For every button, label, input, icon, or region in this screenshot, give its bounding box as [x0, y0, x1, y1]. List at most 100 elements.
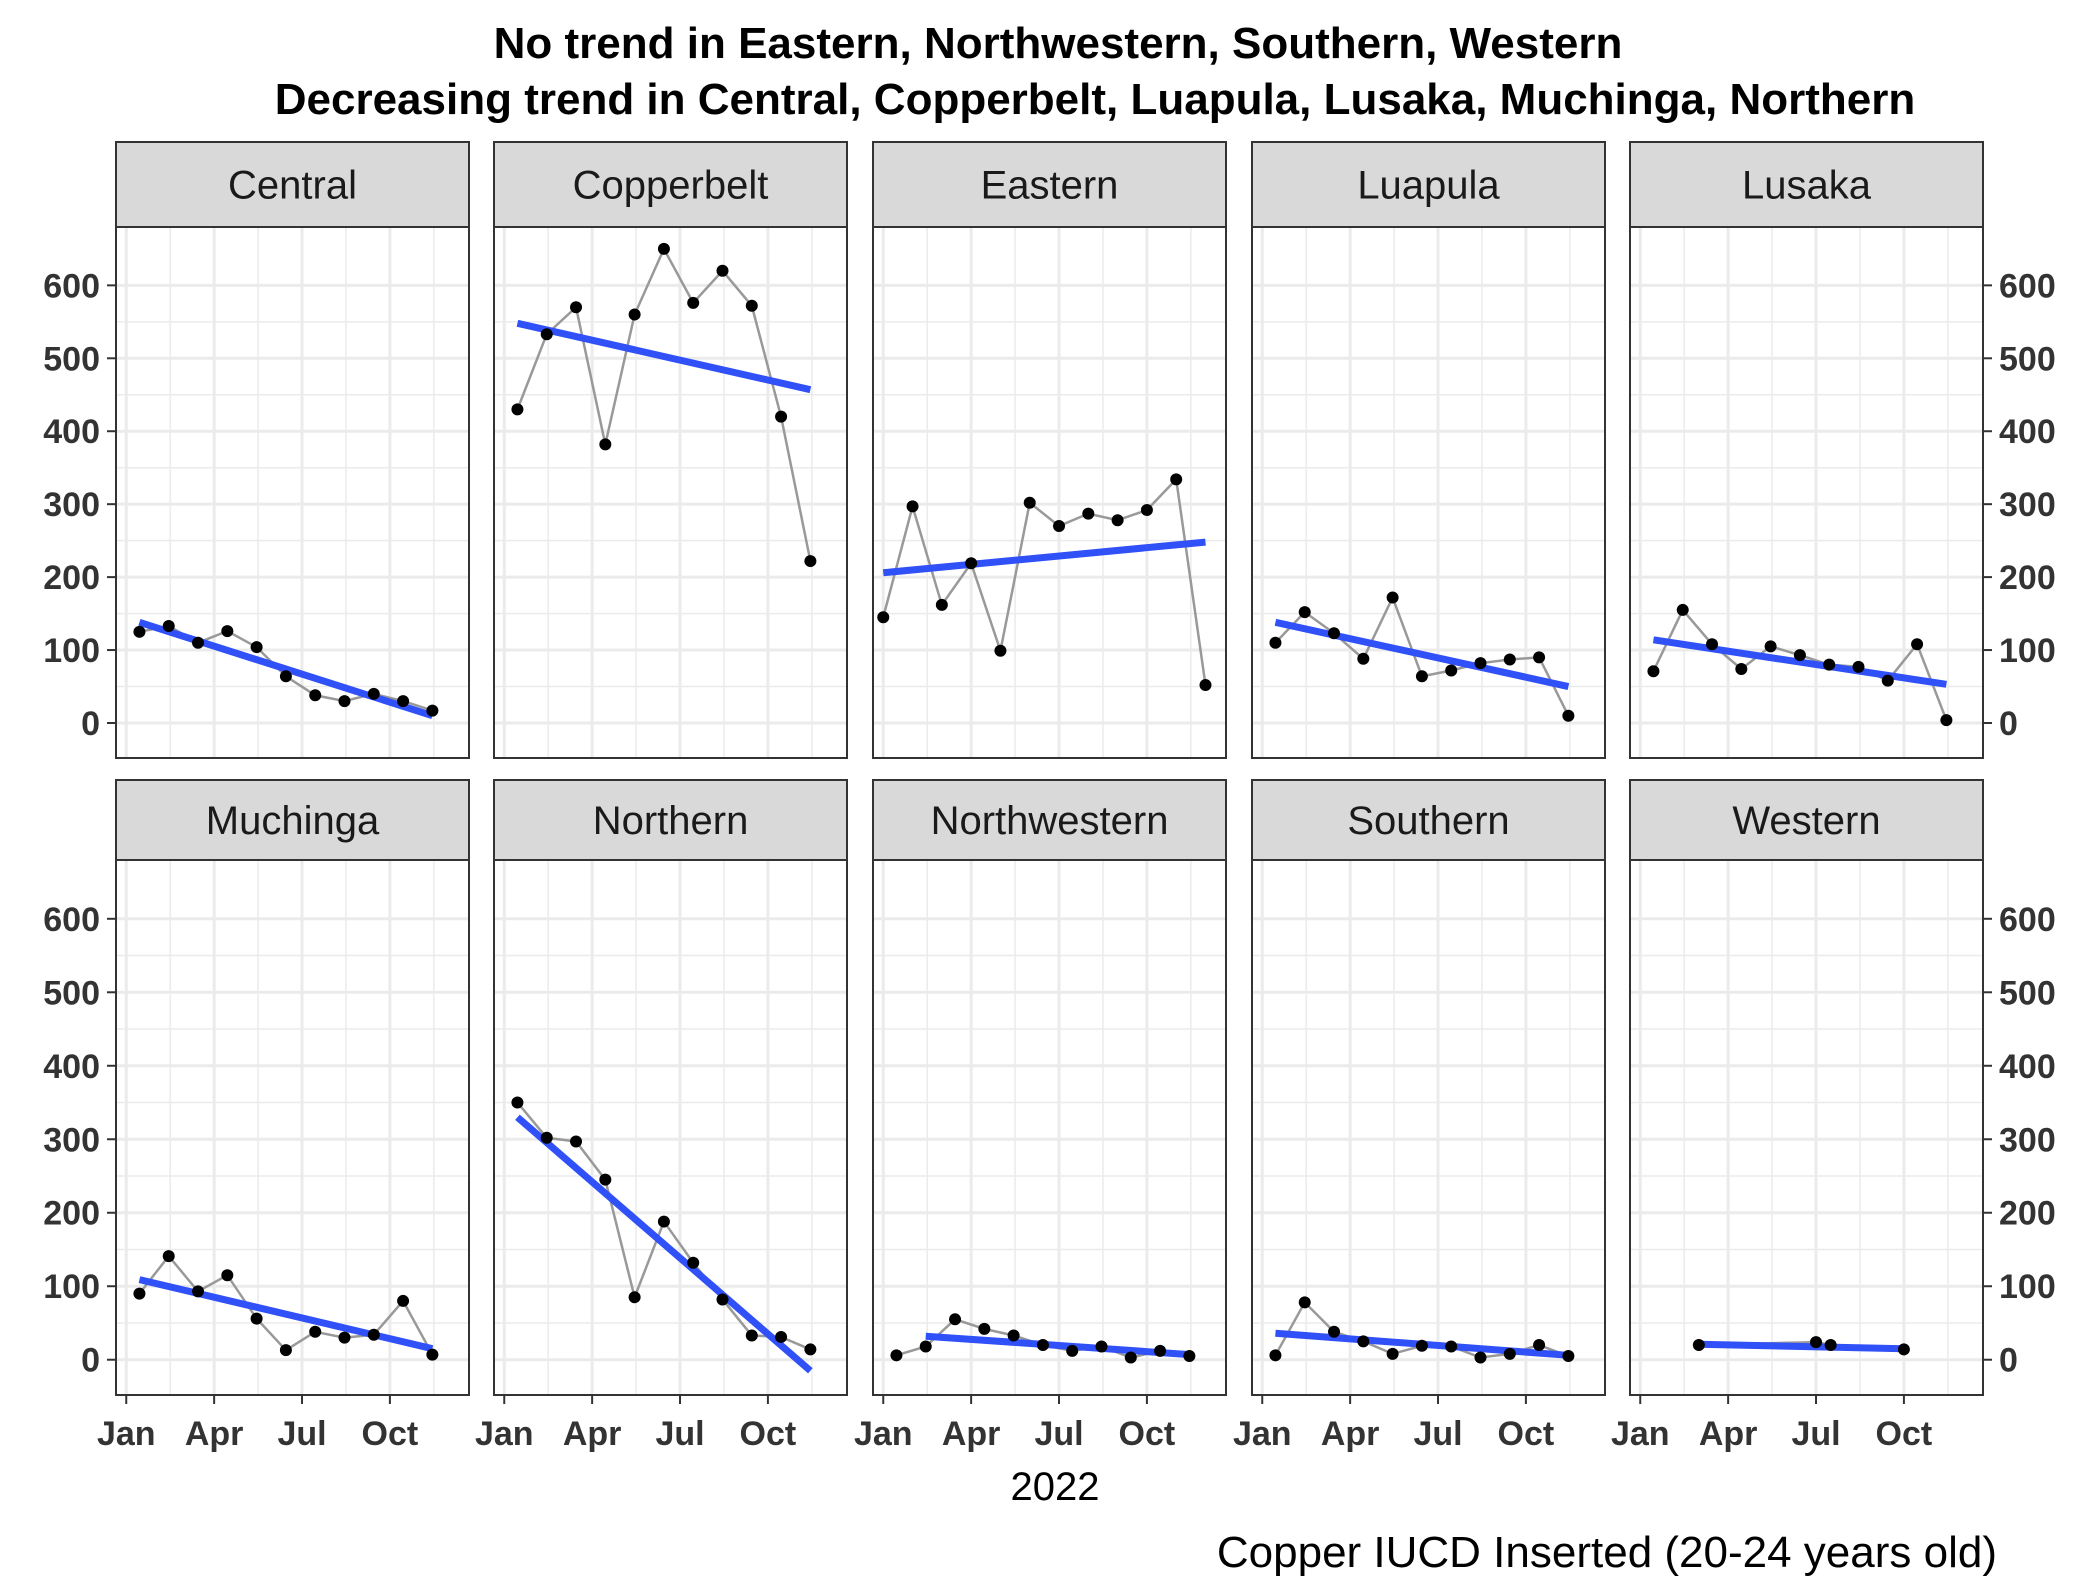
x-tick-label: Jan	[1233, 1415, 1292, 1453]
panel-strip-label: Northwestern	[931, 799, 1169, 843]
panel-strip-label: Luapula	[1357, 164, 1500, 208]
x-tick-label: Jul	[1034, 1415, 1083, 1453]
x-tick-label: Oct	[362, 1415, 419, 1453]
x-tick-label: Oct	[740, 1415, 797, 1453]
panel-strip-label: Southern	[1347, 799, 1509, 843]
x-tick-label: Jul	[1791, 1415, 1840, 1453]
data-point	[1503, 1347, 1516, 1360]
x-tick-label: Apr	[1699, 1415, 1758, 1453]
y-tick-label-right: 400	[1999, 413, 2056, 451]
data-point	[1474, 657, 1487, 670]
panel-border	[115, 226, 470, 759]
data-point	[775, 1330, 788, 1343]
data-point	[367, 1328, 380, 1341]
panel-strip	[115, 141, 470, 228]
data-point	[133, 1287, 146, 1300]
panel-background	[873, 227, 1226, 758]
panel-luapula: Luapula	[1251, 141, 1606, 759]
data-point	[192, 1285, 205, 1298]
data-point	[1386, 1347, 1399, 1360]
x-tick-label: Apr	[563, 1415, 622, 1453]
data-point	[540, 1131, 553, 1144]
panels-layer: Central 0 100 200 300 400 500 600 Copperbelt East…	[43, 141, 2056, 1453]
y-tick-label: 500	[43, 974, 100, 1012]
panel-strip	[1251, 779, 1606, 861]
trend-line	[516, 319, 812, 394]
chart-title-line-1: No trend in Eastern, Northwestern, South…	[494, 19, 1623, 68]
data-point	[1298, 1296, 1311, 1309]
panel-lusaka: Lusaka 0 100 200 300 400 500 600	[1629, 141, 2056, 759]
data-point	[1095, 1340, 1108, 1353]
y-tick-label: 400	[43, 1048, 100, 1086]
data-point	[309, 1325, 322, 1338]
data-point	[1911, 638, 1924, 651]
data-point	[1269, 1349, 1282, 1362]
data-point	[397, 1294, 410, 1307]
data-point	[657, 1215, 670, 1228]
data-point	[1474, 1351, 1487, 1364]
data-point	[540, 328, 553, 341]
y-tick-label-right: 100	[1999, 1268, 2056, 1306]
data-point	[1140, 504, 1153, 517]
panel-background	[1252, 860, 1605, 1395]
data-point	[919, 1340, 932, 1353]
y-tick-label-right: 0	[1999, 705, 2018, 743]
panel-border	[1629, 226, 1984, 759]
panel-strip-label: Central	[228, 164, 357, 208]
data-point	[745, 1329, 758, 1342]
data-point	[1824, 1339, 1837, 1352]
data-point	[1298, 606, 1311, 619]
y-tick-label: 100	[43, 632, 100, 670]
panel-strip	[115, 779, 470, 861]
data-point	[628, 308, 641, 321]
y-tick-label-right: 600	[1999, 901, 2056, 939]
panel-background	[1252, 227, 1605, 758]
panel-strip-label: Western	[1732, 799, 1880, 843]
panel-strip-label: Lusaka	[1742, 164, 1872, 208]
data-point	[1445, 1340, 1458, 1353]
data-point	[1940, 714, 1953, 727]
panel-background	[494, 227, 847, 758]
x-tick-label: Apr	[1321, 1415, 1380, 1453]
x-tick-label: Oct	[1119, 1415, 1176, 1453]
y-tick-label-right: 200	[1999, 1195, 2056, 1233]
data-point	[745, 299, 758, 312]
panel-background	[1630, 227, 1983, 758]
trend-line	[1652, 636, 1947, 688]
data-point	[716, 1293, 729, 1306]
data-point	[221, 1269, 234, 1282]
data-point	[1023, 496, 1036, 509]
data-point	[570, 1135, 583, 1148]
panel-border	[872, 859, 1227, 1396]
data-point	[775, 410, 788, 423]
data-point	[965, 557, 978, 570]
data-point	[1170, 473, 1183, 486]
data-point	[1562, 1350, 1575, 1363]
panel-eastern: Eastern	[872, 141, 1227, 759]
y-tick-label: 300	[43, 1121, 100, 1159]
data-point	[397, 695, 410, 708]
y-tick-label: 400	[43, 413, 100, 451]
x-tick-label: Oct	[1876, 1415, 1933, 1453]
data-point	[906, 500, 919, 513]
data-point	[1357, 1335, 1370, 1348]
series-line	[882, 476, 1207, 686]
y-tick-label: 0	[81, 705, 100, 743]
data-point	[1533, 651, 1546, 664]
data-point	[1676, 603, 1689, 616]
data-point	[1183, 1350, 1196, 1363]
data-point	[1082, 507, 1095, 520]
y-tick-label: 200	[43, 559, 100, 597]
data-point	[1881, 674, 1894, 687]
y-tick-label: 100	[43, 1268, 100, 1306]
data-point	[1692, 1339, 1705, 1352]
panel-strip	[872, 141, 1227, 228]
data-point	[1562, 709, 1575, 722]
data-point	[1386, 591, 1399, 604]
data-point	[599, 438, 612, 451]
data-point	[804, 555, 817, 568]
data-point	[338, 1331, 351, 1344]
panel-strip	[1251, 141, 1606, 228]
panel-strip-label: Eastern	[981, 164, 1119, 208]
